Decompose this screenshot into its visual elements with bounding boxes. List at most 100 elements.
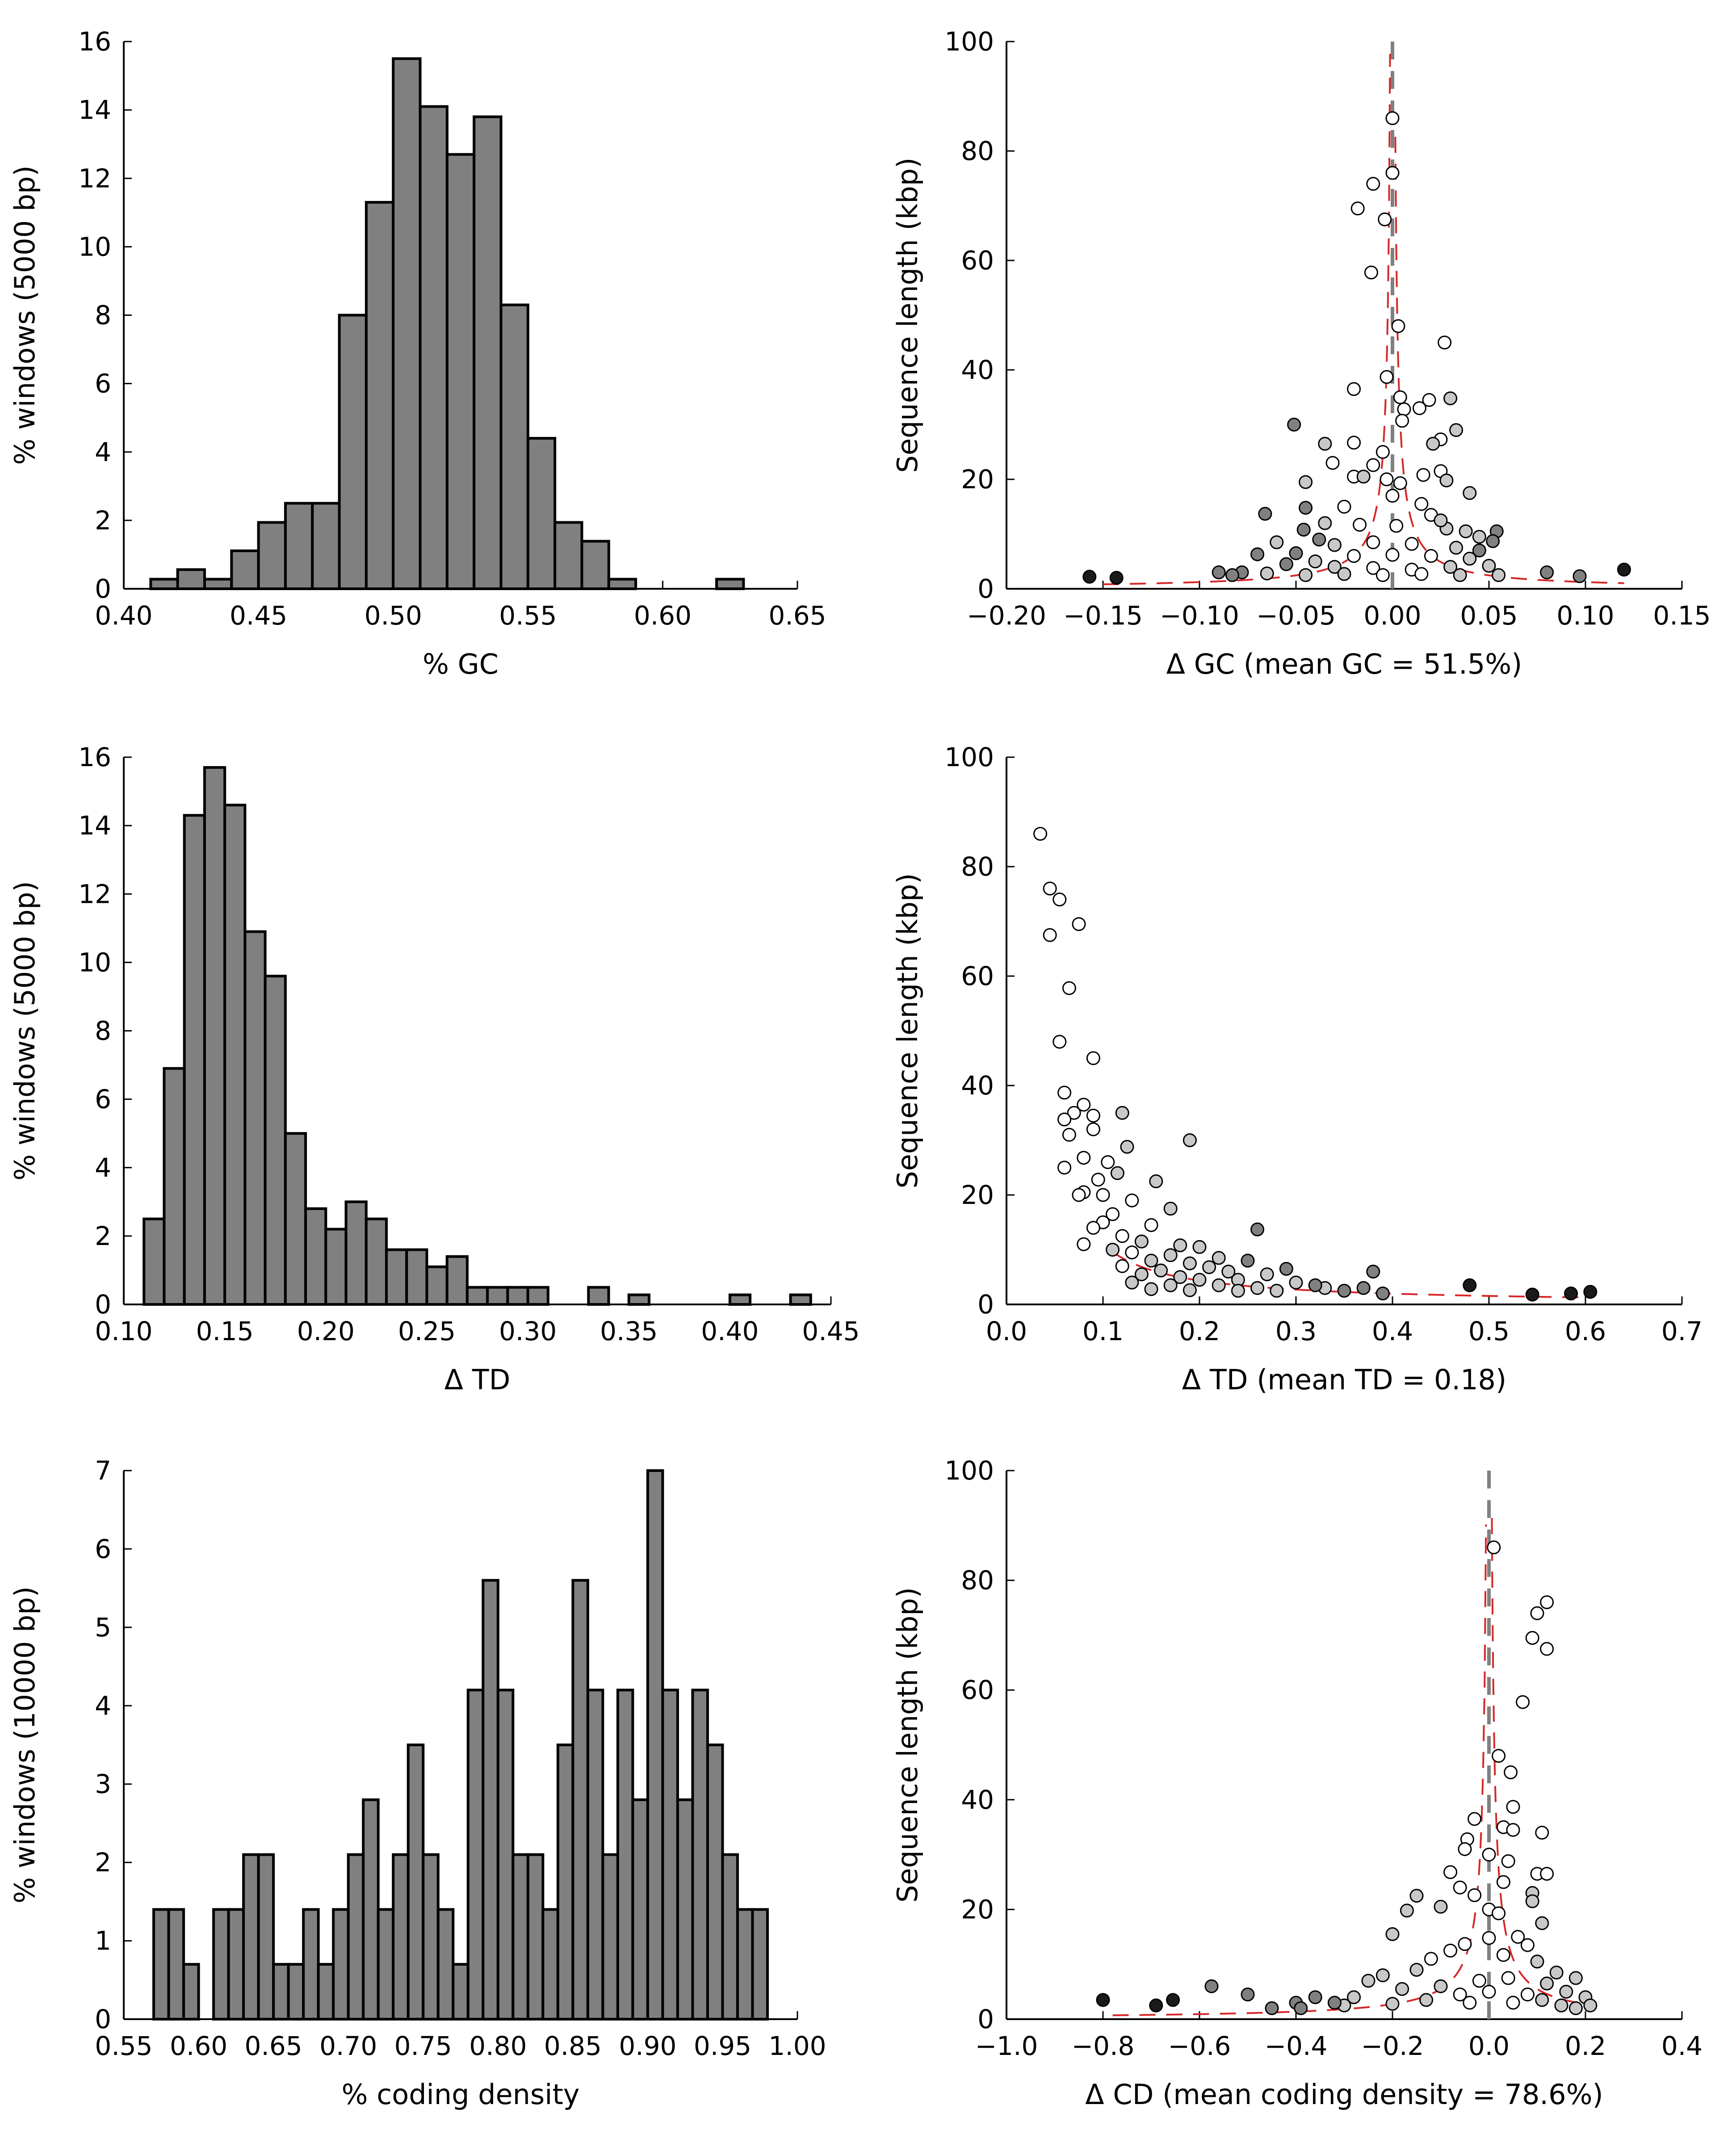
scatter-point bbox=[1120, 1140, 1134, 1154]
scatter-point bbox=[1559, 1985, 1573, 1999]
histogram-bar bbox=[407, 1744, 425, 2021]
scatter-point bbox=[1380, 370, 1394, 384]
histogram-bar bbox=[445, 153, 476, 590]
scatter-point bbox=[1426, 436, 1440, 451]
scatter-point bbox=[1419, 1993, 1434, 2007]
x-tick-label: 0.30 bbox=[499, 1316, 557, 1346]
scatter-point bbox=[1535, 1993, 1549, 2007]
x-tick-label: −0.15 bbox=[1063, 600, 1143, 631]
scatter-point bbox=[1091, 1173, 1105, 1187]
y-tick-label: 7 bbox=[95, 1455, 111, 1486]
x-tick-label: 0.60 bbox=[634, 600, 692, 631]
x-tick-label: 0.0 bbox=[986, 1316, 1027, 1346]
histogram-bar bbox=[580, 540, 610, 590]
td-scatter-panel: 0.0 0.1 0.2 0.3 0.4 0.5 0.6 0.7 0 20 40 60 80 100 Δ TD… bbox=[891, 742, 1702, 1396]
scatter-point bbox=[1270, 1283, 1284, 1298]
histogram-bar bbox=[676, 1798, 694, 2021]
scatter-point bbox=[1115, 1229, 1129, 1243]
histogram-bar bbox=[587, 1286, 610, 1306]
scatter-point bbox=[1472, 543, 1486, 558]
histogram-bar bbox=[365, 1217, 388, 1306]
scatter-point bbox=[1375, 1968, 1390, 1983]
x-tick-label: 0.40 bbox=[701, 1316, 759, 1346]
cd-hist-panel: 0.55 0.60 0.65 0.70 0.75 0.80 0.85 0.90 0.95 1.00… bbox=[8, 1455, 826, 2111]
y-tick-label: 4 bbox=[95, 1690, 111, 1721]
y-tick-label: 100 bbox=[944, 26, 994, 57]
scatter-point bbox=[1166, 1993, 1180, 2007]
scatter-point bbox=[1400, 1903, 1414, 1918]
histogram-bar bbox=[571, 1579, 589, 2021]
x-tick-label: −0.05 bbox=[1256, 600, 1336, 631]
y-tick-label: 40 bbox=[961, 1785, 994, 1815]
scatter-point bbox=[1506, 1995, 1520, 2010]
histogram-bar bbox=[163, 1067, 186, 1306]
scatter-point bbox=[1053, 1035, 1067, 1049]
scatter-point bbox=[1265, 2001, 1279, 2015]
scatter-point bbox=[1294, 2001, 1308, 2015]
scatter-point bbox=[1299, 501, 1313, 515]
y-tick-label: 16 bbox=[78, 26, 111, 57]
scatter-point bbox=[1212, 1278, 1226, 1292]
scatter-point bbox=[1530, 1606, 1544, 1620]
scatter-point bbox=[1250, 1222, 1265, 1237]
scatter-point bbox=[1327, 538, 1342, 552]
y-tick-label: 4 bbox=[95, 437, 111, 467]
y-tick-label: 0 bbox=[977, 2004, 994, 2034]
scatter-point bbox=[1296, 523, 1311, 537]
scatter-point bbox=[1453, 1987, 1467, 2002]
scatter-point bbox=[1424, 549, 1438, 563]
scatter-point bbox=[1395, 1982, 1409, 1996]
scatter-point bbox=[1258, 507, 1272, 521]
scatter-point bbox=[1459, 524, 1473, 538]
scatter-point bbox=[1149, 1998, 1163, 2012]
scatter-point bbox=[1110, 1166, 1124, 1180]
histogram-bar bbox=[176, 568, 206, 590]
y-tick-label: 6 bbox=[95, 1534, 111, 1564]
scatter-point bbox=[1144, 1282, 1158, 1296]
histogram-bar bbox=[466, 1689, 485, 2021]
y-tick-label: 20 bbox=[961, 464, 994, 495]
scatter-point bbox=[1182, 1283, 1197, 1297]
y-tick-label: 0 bbox=[977, 1289, 994, 1320]
scatter-point bbox=[1043, 881, 1057, 896]
histogram-bar bbox=[646, 1469, 664, 2021]
histogram-bar bbox=[264, 975, 287, 1306]
scatter-point bbox=[1380, 472, 1394, 486]
scatter-point bbox=[1308, 1990, 1322, 2004]
scatter-point bbox=[1583, 1285, 1598, 1299]
histogram-bar bbox=[317, 1963, 335, 2021]
scatter-point bbox=[1492, 1749, 1506, 1763]
histogram-bar bbox=[344, 1200, 368, 1306]
scatter-point bbox=[1366, 561, 1380, 575]
scatter-point bbox=[1496, 1875, 1510, 1889]
histogram-bar bbox=[182, 1963, 200, 2021]
scatter-point bbox=[1192, 1273, 1207, 1287]
scatter-point bbox=[1327, 1995, 1342, 2010]
x-tick-label: 0.45 bbox=[230, 600, 287, 631]
histogram-bar bbox=[627, 1293, 650, 1306]
histogram-bar bbox=[526, 1286, 549, 1306]
scatter-point bbox=[1082, 570, 1097, 584]
y-tick-label: 60 bbox=[961, 961, 994, 991]
scatter-point bbox=[1057, 1112, 1072, 1127]
histogram-bar bbox=[347, 1853, 365, 2021]
histogram-bar bbox=[506, 1286, 529, 1306]
scatter-point bbox=[1458, 1842, 1472, 1856]
x-axis-label: Δ TD (mean TD = 0.18) bbox=[1182, 1363, 1506, 1396]
x-tick-label: −0.8 bbox=[1072, 2031, 1135, 2061]
histogram-bar bbox=[721, 1853, 739, 2021]
histogram-bar bbox=[499, 303, 529, 590]
histogram-bar bbox=[324, 1228, 348, 1306]
y-tick-label: 40 bbox=[961, 1070, 994, 1101]
scatter-point bbox=[1096, 1188, 1110, 1202]
scatter-point bbox=[1182, 1133, 1197, 1147]
scatter-point bbox=[1173, 1270, 1187, 1284]
x-tick-label: 0.95 bbox=[694, 2031, 751, 2061]
scatter-point bbox=[1204, 1979, 1219, 1993]
scatter-point bbox=[1453, 1880, 1467, 1895]
y-axis-label: Sequence length (kbp) bbox=[891, 1587, 924, 1903]
scatter-point bbox=[1393, 390, 1407, 404]
y-axis-label: Sequence length (kbp) bbox=[891, 873, 924, 1189]
scatter-point bbox=[1525, 1631, 1539, 1645]
threshold-curve-left bbox=[1103, 54, 1391, 585]
